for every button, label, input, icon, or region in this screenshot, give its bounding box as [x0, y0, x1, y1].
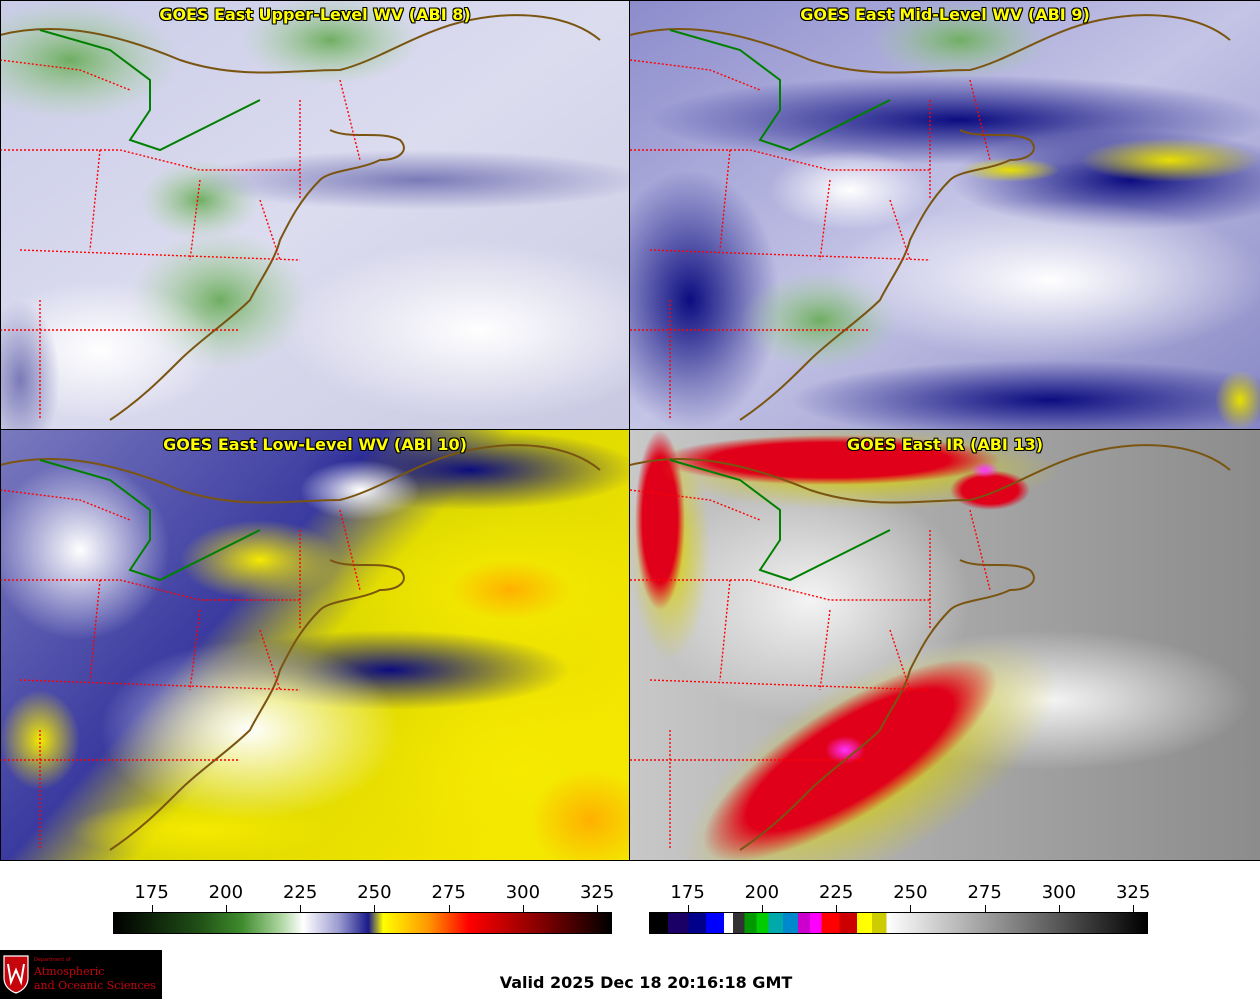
colorbar-tick-label: 200: [744, 882, 780, 903]
satellite-image-upper-wv: [0, 0, 630, 430]
panel-upper-level-wv: GOES East Upper-Level WV (ABI 8): [0, 0, 630, 430]
colorbar-tick-mark: [448, 905, 450, 912]
colorbar-tick-label: 200: [208, 882, 244, 903]
uw-aos-logo: Department of Atmospheric and Oceanic Sc…: [0, 950, 162, 999]
satellite-image-low-wv: [0, 430, 630, 860]
colorbar-tick-mark: [597, 905, 599, 912]
colorbar-tick-label: 300: [505, 882, 541, 903]
colorbar-water-vapor: 175 200 225 250 275 300 325: [113, 880, 615, 934]
colorbar-tick-mark: [687, 905, 689, 912]
satellite-image-mid-wv: [630, 0, 1260, 430]
colorbar-tick-mark: [151, 905, 153, 912]
panel-title: GOES East IR (ABI 13): [846, 435, 1044, 454]
colorbar-tick-label: 275: [431, 882, 466, 903]
colorbar-tick-mark: [761, 905, 763, 912]
logo-line-2: and Oceanic Sciences: [34, 979, 156, 992]
colorbar-tick-label: 225: [818, 882, 854, 903]
colorbar-gradient: [113, 912, 612, 934]
uw-crest-icon: [3, 955, 29, 994]
satellite-image-ir: [630, 430, 1260, 860]
colorbar-ticks: 175 200 225 250 275 300 325: [113, 880, 615, 912]
valid-time-label: Valid 2025 Dec 18 20:16:18 GMT: [499, 973, 793, 992]
panel-ir: GOES East IR (ABI 13): [630, 430, 1260, 860]
panel-title: GOES East Mid-Level WV (ABI 9): [800, 5, 1090, 24]
colorbar-tick-mark: [374, 905, 376, 912]
colorbar-tick-mark: [300, 905, 302, 912]
colorbar-tick-label: 175: [670, 882, 705, 903]
colorbar-tick-label: 325: [579, 882, 615, 903]
colorbar-ticks: 175 200 225 250 275 300 325: [649, 880, 1151, 912]
colorbar-tick-mark: [522, 905, 524, 912]
panel-low-level-wv: GOES East Low-Level WV (ABI 10): [0, 430, 630, 860]
colorbar-tick-mark: [1133, 905, 1135, 912]
colorbar-tick-mark: [836, 905, 838, 912]
panel-divider-vertical: [629, 0, 630, 860]
logo-department-text: Department of: [34, 957, 71, 963]
colorbar-tick-label: 275: [967, 882, 1002, 903]
panel-mid-level-wv: GOES East Mid-Level WV (ABI 9): [630, 0, 1260, 430]
colorbar-tick-label: 225: [282, 882, 318, 903]
colorbar-tick-label: 250: [893, 882, 928, 903]
colorbar-tick-mark: [225, 905, 227, 912]
colorbar-tick-label: 300: [1041, 882, 1077, 903]
panel-divider-horizontal: [0, 429, 1260, 430]
colorbar-tick-mark: [1058, 905, 1060, 912]
colorbar-infrared: 175 200 225 250 275 300 325: [649, 880, 1151, 934]
panel-title: GOES East Upper-Level WV (ABI 8): [159, 5, 471, 24]
colorbar-tick-mark: [910, 905, 912, 912]
colorbar-tick-mark: [984, 905, 986, 912]
logo-line-1: Atmospheric: [34, 965, 105, 978]
colorbar-tick-label: 250: [357, 882, 392, 903]
colorbar-tick-label: 175: [134, 882, 169, 903]
panel-title: GOES East Low-Level WV (ABI 10): [163, 435, 467, 454]
colorbar-tick-label: 325: [1115, 882, 1151, 903]
colorbar-gradient: [649, 912, 1148, 934]
